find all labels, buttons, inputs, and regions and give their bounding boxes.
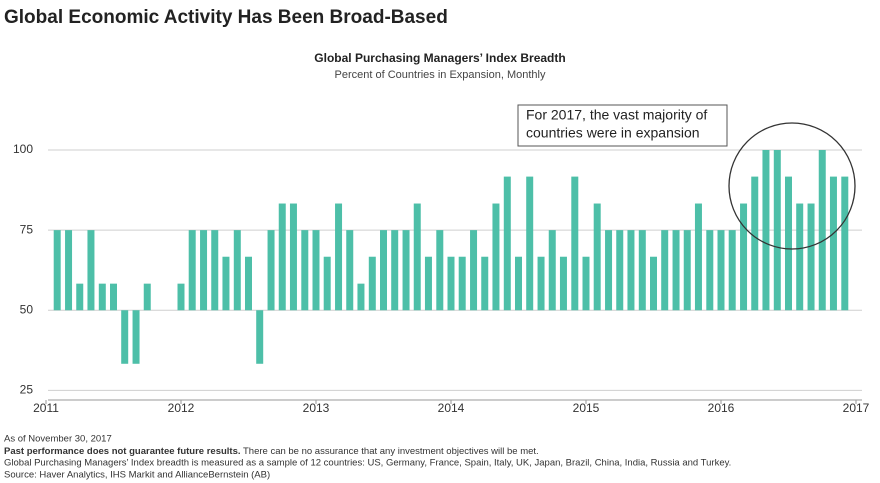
bar — [312, 230, 320, 311]
bar — [717, 230, 725, 311]
note: Source: Haver Analytics, IHS Markit and … — [4, 470, 270, 481]
bar — [267, 230, 275, 311]
bar — [672, 230, 680, 311]
x-tick-label: 2017 — [843, 401, 870, 415]
bar — [841, 176, 849, 311]
bar — [470, 230, 478, 311]
y-tick-label: 50 — [20, 302, 34, 316]
annotation: countries were in expansion — [526, 125, 700, 141]
bar — [177, 283, 185, 311]
bar — [762, 150, 770, 311]
bar — [447, 256, 455, 311]
bar — [76, 283, 84, 311]
bar — [143, 283, 151, 311]
note: Global Purchasing Managers’ Index breadt… — [4, 458, 731, 469]
bar — [368, 256, 376, 311]
bar — [661, 230, 669, 311]
bar — [346, 230, 354, 311]
bar — [740, 203, 748, 311]
x-tick-label: 2011 — [33, 401, 59, 415]
bar — [807, 203, 815, 311]
bars — [53, 150, 849, 364]
bar — [616, 230, 624, 311]
bar — [391, 230, 399, 311]
y-tick-label: 100 — [13, 142, 33, 156]
note-bold: Past performance does not guarantee futu… — [4, 446, 241, 457]
bar — [537, 256, 545, 311]
note: There can be no assurance that any inves… — [241, 446, 539, 457]
y-tick-label: 75 — [20, 222, 34, 236]
bar — [289, 203, 297, 311]
x-tick-label: 2012 — [168, 401, 195, 415]
x-tick-label: 2013 — [303, 401, 330, 415]
note: Past performance does not guarantee futu… — [4, 446, 539, 457]
bar — [593, 203, 601, 311]
bar — [481, 256, 489, 311]
bar — [559, 256, 567, 311]
x-tick-label: 2015 — [573, 401, 600, 415]
bar — [638, 230, 646, 311]
bar — [773, 150, 781, 311]
bar — [413, 203, 421, 311]
bar — [796, 203, 804, 311]
bar — [301, 230, 309, 311]
bar — [785, 176, 792, 311]
bar — [571, 176, 579, 311]
bar — [582, 256, 590, 311]
bar — [65, 230, 73, 311]
bar — [526, 176, 534, 311]
annotation-box — [517, 104, 728, 147]
note: As of November 30, 2017 — [4, 434, 112, 445]
x-tick-label: 2014 — [438, 401, 465, 415]
bar — [706, 230, 714, 311]
bar — [380, 230, 387, 311]
bar — [515, 256, 522, 311]
bar — [87, 230, 95, 311]
bar — [132, 310, 140, 364]
bar — [357, 283, 365, 311]
bar — [424, 256, 432, 311]
chart-title: Global Purchasing Managers’ Index Breadt… — [314, 51, 565, 65]
bar — [627, 230, 635, 311]
bar — [402, 230, 410, 311]
bar — [98, 283, 106, 311]
bar — [222, 256, 230, 311]
bar — [683, 230, 691, 311]
bar — [53, 230, 61, 311]
bar — [492, 203, 500, 311]
bar — [188, 230, 196, 311]
bar — [323, 256, 331, 311]
bar — [458, 256, 466, 311]
bar — [818, 150, 826, 311]
bar — [245, 256, 252, 311]
bar — [503, 176, 511, 311]
bar — [650, 256, 657, 311]
highlight-circle — [728, 122, 856, 250]
bar — [751, 176, 759, 311]
y-tick-label: 25 — [20, 383, 34, 397]
bar — [728, 230, 736, 311]
bar — [335, 203, 343, 311]
bar — [436, 230, 444, 311]
bar — [200, 230, 208, 311]
headline: Global Economic Activity Has Been Broad-… — [4, 7, 448, 28]
bar — [278, 203, 286, 311]
bar — [110, 283, 117, 311]
bar — [694, 203, 702, 311]
x-tick-label: 2016 — [708, 401, 735, 415]
bar — [211, 230, 219, 311]
bar — [605, 230, 613, 311]
bar — [256, 310, 264, 364]
annotation: For 2017, the vast majority of — [526, 107, 707, 123]
bar — [233, 230, 241, 311]
bar — [121, 310, 129, 364]
bar — [829, 176, 837, 311]
bar — [548, 230, 556, 311]
chart-subtitle: Percent of Countries in Expansion, Month… — [335, 69, 546, 81]
